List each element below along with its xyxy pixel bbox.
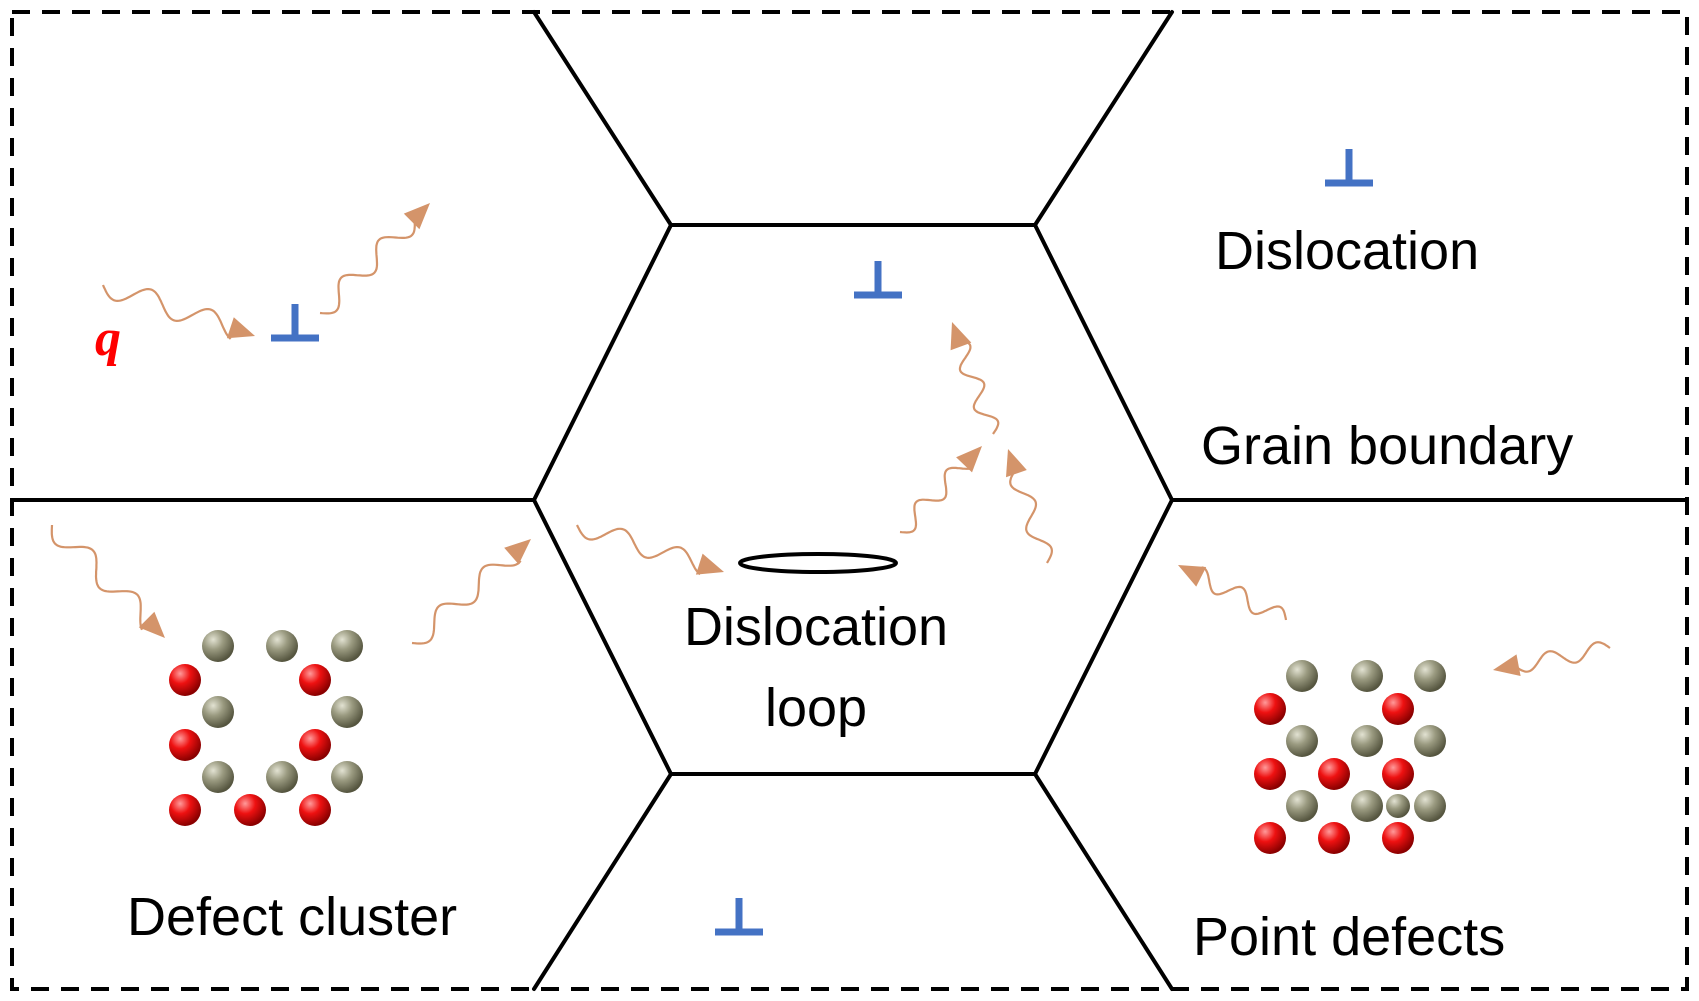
phonon-wave-arrow-icon [101, 284, 255, 340]
grain-boundary-bottom-left [532, 772, 673, 991]
grey-atom-icon [266, 761, 298, 793]
phonon-wave-arrow-icon [411, 539, 531, 645]
grey-atom-icon [1414, 660, 1446, 692]
dislocation-symbol-icon [1325, 149, 1373, 187]
dislocation-symbol-icon [271, 304, 319, 342]
point-defects-atoms [1254, 660, 1446, 854]
red-atom-icon [299, 794, 331, 826]
grey-atom-icon [202, 630, 234, 662]
grey-atom-icon [331, 630, 363, 662]
red-atom-icon [1318, 822, 1350, 854]
grey-atom-icon [202, 761, 234, 793]
dislocation-symbol-icon [854, 261, 902, 299]
dislocation-symbols [271, 149, 1373, 936]
red-atom-icon [234, 794, 266, 826]
phonon-wave-arrow-icon [576, 524, 724, 576]
grey-atom-icon [331, 761, 363, 793]
red-atom-icon [1382, 822, 1414, 854]
dislocation-loop-icon [738, 552, 898, 574]
red-atom-icon [169, 729, 201, 761]
red-atom-icon [299, 664, 331, 696]
phonon-wave-arrow-icon [319, 203, 430, 315]
grey-atom-icon [1286, 660, 1318, 692]
phonon-wave-arrow-icon [1006, 449, 1054, 564]
grain-boundary-label: Grain boundary [1201, 416, 1573, 476]
grey-atom-icon [1351, 660, 1383, 692]
grey-atom-icon [1351, 725, 1383, 757]
dislocation-label: Dislocation [1215, 221, 1479, 281]
dislocation-loop-label-line1: Dislocation [684, 597, 948, 657]
phonon-wave-arrow-icon [950, 322, 1000, 435]
dislocation-symbol-icon [715, 898, 763, 936]
red-atom-icon [1318, 758, 1350, 790]
point-defects-label: Point defects [1193, 907, 1505, 967]
grey-atom-icon [331, 696, 363, 728]
grey-atom-icon [1414, 725, 1446, 757]
grey-atom-icon [202, 696, 234, 728]
phonon-waves [50, 203, 1611, 676]
red-atom-icon [1254, 758, 1286, 790]
phonon-wave-arrow-icon [899, 446, 982, 534]
grey-atom-icon [1386, 794, 1410, 818]
wavevector-q-label: q [95, 310, 121, 367]
red-atom-icon [169, 664, 201, 696]
grey-atom-icon [1286, 725, 1318, 757]
phonon-wave-arrow-icon [50, 524, 165, 638]
grain-boundaries [10, 10, 1689, 991]
red-atom-icon [1382, 693, 1414, 725]
defect-cluster-atoms [169, 630, 363, 826]
grey-atom-icon [1414, 790, 1446, 822]
grain-boundary-bottom-right [1033, 772, 1174, 991]
grey-atom-icon [266, 630, 298, 662]
red-atom-icon [1254, 822, 1286, 854]
point-defects-ring [1203, 635, 1497, 879]
grey-atom-icon [1351, 790, 1383, 822]
grain-boundary-top-left [532, 10, 673, 227]
dislocation-loop-label-line2: loop [765, 678, 867, 738]
defect-cluster-label: Defect cluster [127, 887, 457, 947]
phonon-wave-arrow-icon [1178, 565, 1288, 621]
grey-atom-icon [1286, 790, 1318, 822]
phonon-wave-arrow-icon [1493, 641, 1611, 676]
red-atom-icon [1254, 693, 1286, 725]
red-atom-icon [299, 729, 331, 761]
red-atom-icon [169, 794, 201, 826]
red-atom-icon [1382, 758, 1414, 790]
grain-boundary-top-right [1033, 10, 1174, 227]
